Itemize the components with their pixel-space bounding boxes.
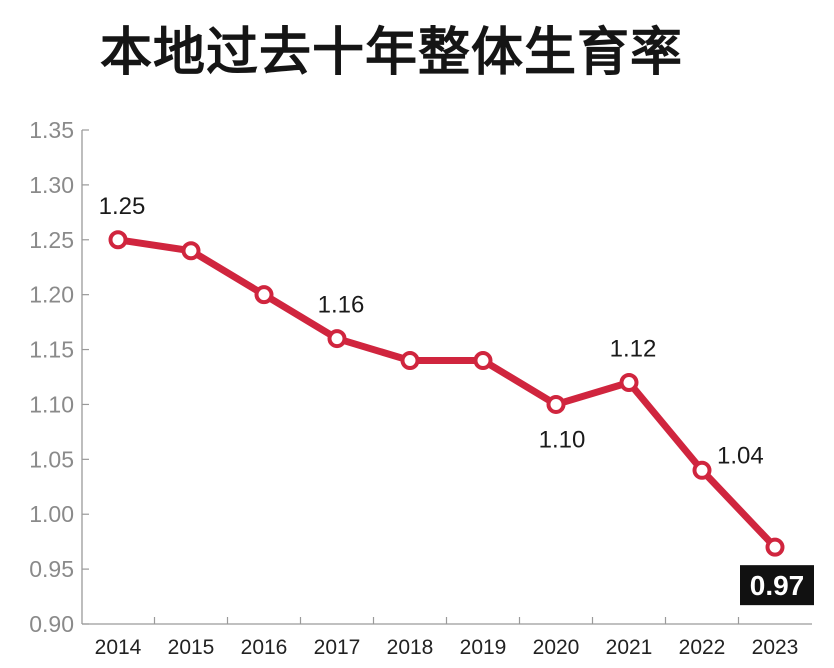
highlight-label-box [740, 565, 814, 606]
x-tick-label: 2021 [606, 636, 653, 659]
data-point [546, 394, 566, 414]
data-point [765, 537, 785, 557]
x-tick-label: 2019 [460, 636, 507, 659]
data-label: 1.16 [318, 292, 365, 319]
data-point [181, 241, 201, 261]
data-point [619, 372, 639, 392]
data-point [108, 230, 128, 250]
x-tick-label: 2018 [387, 636, 434, 659]
x-tick-label: 2022 [679, 636, 726, 659]
x-tick-label: 2015 [168, 636, 215, 659]
y-tick-label: 1.30 [29, 172, 74, 198]
data-point [473, 351, 493, 371]
data-point [327, 329, 347, 349]
data-point [692, 460, 712, 480]
x-tick-label: 2014 [95, 636, 142, 659]
x-tick-label: 2017 [314, 636, 361, 659]
y-tick-label: 0.90 [29, 611, 74, 637]
x-tick-label: 2016 [241, 636, 288, 659]
data-label: 1.12 [610, 335, 657, 362]
data-label: 1.04 [717, 442, 764, 469]
y-tick-label: 1.20 [29, 282, 74, 308]
y-tick-label: 0.95 [29, 556, 74, 582]
series-line [114, 236, 779, 551]
chart-title: 本地过去十年整体生育率 [100, 23, 684, 83]
data-point [400, 351, 420, 371]
y-tick-label: 1.10 [29, 391, 74, 417]
x-tick-label: 2020 [533, 636, 580, 659]
data-point [254, 285, 274, 305]
x-tick-label: 2023 [752, 636, 799, 659]
data-label-highlight: 0.97 [750, 570, 805, 601]
data-label: 1.10 [539, 426, 586, 453]
y-tick-label: 1.05 [29, 446, 74, 472]
y-tick-label: 1.00 [29, 501, 74, 527]
data-label: 1.25 [99, 193, 146, 220]
y-tick-label: 1.35 [29, 117, 74, 143]
y-tick-label: 1.25 [29, 227, 74, 253]
y-tick-label: 1.15 [29, 337, 74, 363]
